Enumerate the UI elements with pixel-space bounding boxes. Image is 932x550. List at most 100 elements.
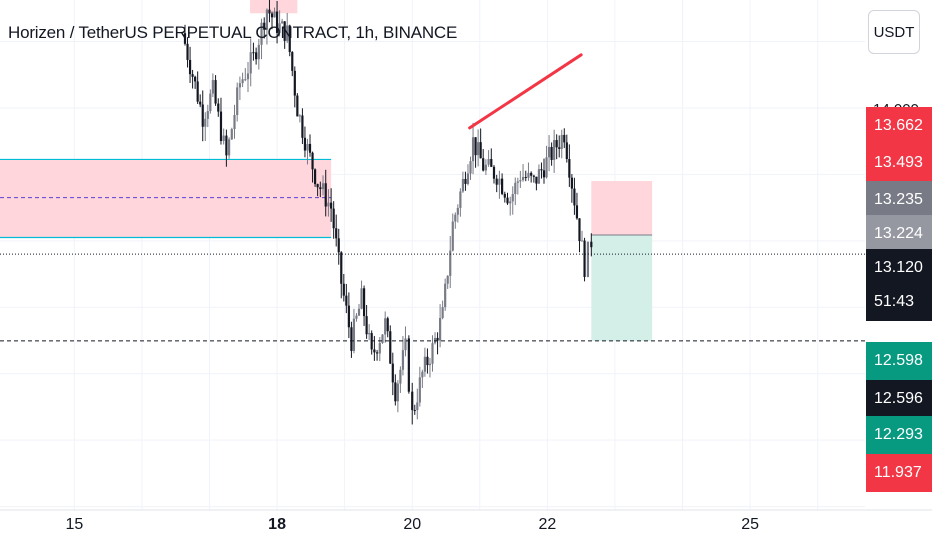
candle-body bbox=[553, 140, 556, 160]
candle-body bbox=[283, 21, 286, 41]
candle-body bbox=[368, 333, 371, 335]
candle-body bbox=[211, 80, 214, 94]
candle-body bbox=[456, 207, 459, 215]
candle-body bbox=[352, 318, 356, 351]
time-axis-label: 25 bbox=[741, 516, 759, 533]
candle-body bbox=[423, 356, 426, 372]
candle-body bbox=[573, 188, 576, 206]
candle-body bbox=[340, 252, 343, 284]
candle-body bbox=[391, 363, 394, 383]
candle-body bbox=[459, 191, 462, 208]
candle-body bbox=[530, 172, 533, 176]
candle-body bbox=[407, 338, 410, 392]
candle-body bbox=[222, 135, 225, 141]
candle-body bbox=[565, 142, 568, 160]
candle-body bbox=[188, 59, 192, 75]
candle-body bbox=[575, 205, 579, 219]
candle-body bbox=[399, 369, 402, 384]
candle-body bbox=[580, 240, 584, 242]
candle-body bbox=[337, 238, 340, 253]
candle-body bbox=[308, 143, 312, 153]
candle-body bbox=[201, 104, 204, 127]
candle-body bbox=[411, 391, 414, 411]
candle-body bbox=[426, 356, 429, 366]
candle-body bbox=[428, 363, 432, 366]
time-axis-label: 22 bbox=[538, 516, 556, 533]
candles bbox=[183, 0, 593, 425]
candle-body bbox=[386, 318, 389, 332]
candle-body bbox=[560, 134, 563, 149]
candle-body bbox=[206, 111, 209, 119]
candle-body bbox=[278, 23, 281, 33]
candle-body bbox=[275, 11, 279, 33]
candle-body bbox=[558, 147, 561, 149]
candle-body bbox=[466, 173, 470, 184]
candle-body bbox=[257, 44, 260, 60]
position-reward-box bbox=[591, 235, 653, 341]
candle-body bbox=[373, 349, 376, 353]
candle-body bbox=[241, 79, 244, 84]
candle-body bbox=[586, 241, 590, 277]
candle-body bbox=[394, 382, 397, 402]
candle-body bbox=[191, 74, 194, 77]
candle-body bbox=[461, 178, 465, 192]
candle-body bbox=[503, 193, 506, 198]
supply-zone bbox=[0, 159, 332, 238]
candle-body bbox=[535, 176, 538, 184]
candle-body bbox=[273, 11, 276, 18]
candle-body bbox=[524, 176, 527, 178]
candle-body bbox=[446, 275, 449, 284]
candle-body bbox=[321, 183, 325, 190]
candle-body bbox=[355, 315, 358, 319]
candle-body bbox=[332, 208, 335, 229]
candle-body bbox=[301, 115, 304, 138]
price-label: 11.937 bbox=[866, 454, 932, 492]
price-label: 12.598 bbox=[866, 342, 932, 380]
candle-body bbox=[265, 9, 269, 30]
price-label: 13.224 bbox=[866, 215, 932, 253]
candle-body bbox=[345, 295, 348, 306]
candle-body bbox=[347, 305, 350, 328]
candle-body bbox=[516, 181, 519, 183]
candle-body bbox=[550, 146, 553, 160]
trendline bbox=[468, 53, 583, 130]
candle-body bbox=[490, 158, 493, 167]
price-label: 12.596 bbox=[866, 380, 932, 418]
candle-body bbox=[196, 81, 199, 102]
price-label: 13.235 bbox=[866, 181, 932, 219]
candle-body bbox=[464, 178, 467, 184]
chart-overlays bbox=[0, 53, 865, 342]
candle-body bbox=[293, 70, 296, 96]
candle-body bbox=[401, 350, 405, 370]
candle-body bbox=[431, 343, 434, 364]
candle-body bbox=[555, 140, 558, 148]
candle-body bbox=[484, 164, 487, 171]
candle-body bbox=[471, 137, 475, 162]
candle-body bbox=[439, 317, 442, 341]
candle-body bbox=[469, 161, 472, 174]
candle-body bbox=[421, 371, 424, 378]
candle-body bbox=[449, 250, 452, 276]
candle-body bbox=[316, 184, 319, 188]
candle-body bbox=[583, 240, 586, 277]
candle-body bbox=[255, 52, 258, 60]
candle-body bbox=[291, 52, 294, 71]
candle-body bbox=[183, 33, 187, 44]
time-axis-label: 15 bbox=[65, 516, 83, 533]
candle-body bbox=[350, 327, 353, 351]
currency-button[interactable]: USDT bbox=[868, 10, 920, 54]
chart-grid bbox=[0, 0, 932, 511]
candle-body bbox=[498, 178, 501, 185]
candle-body bbox=[451, 221, 454, 251]
candle-body bbox=[357, 308, 361, 316]
candle-body bbox=[519, 180, 522, 182]
candle-body bbox=[527, 172, 530, 178]
candle-body bbox=[568, 159, 571, 178]
supply-zone bbox=[250, 0, 298, 14]
candle-body bbox=[521, 176, 525, 181]
candle-body bbox=[418, 377, 421, 403]
candle-body bbox=[319, 187, 322, 190]
candle-body bbox=[225, 135, 228, 156]
candle-body bbox=[416, 402, 419, 411]
